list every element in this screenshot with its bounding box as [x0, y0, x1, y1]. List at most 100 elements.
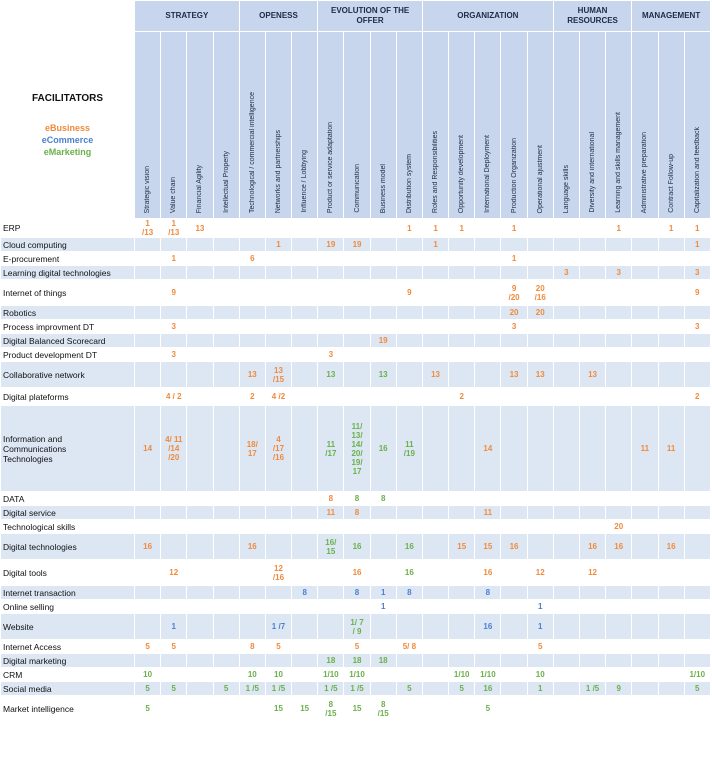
- table-cell: 18: [343, 653, 371, 668]
- table-cell: [605, 279, 633, 306]
- table-cell: 20: [526, 305, 554, 320]
- table-cell: [238, 519, 266, 534]
- table-cell: [578, 218, 607, 238]
- column-header-label: Influence / Lobbying: [301, 150, 309, 213]
- table-cell: 15: [448, 533, 476, 560]
- table-cell: [133, 387, 162, 406]
- table-cell: [552, 667, 580, 682]
- table-cell: 5: [474, 695, 502, 722]
- row-label: CRM: [0, 667, 135, 682]
- column-header: Capitalization and feedback: [683, 31, 711, 219]
- table-cell: [291, 218, 319, 238]
- table-cell: 1 /7: [264, 613, 293, 640]
- table-cell: [291, 519, 319, 534]
- table-cell: 2: [683, 387, 711, 406]
- table-cell: 1/10: [683, 667, 711, 682]
- table-cell: [683, 505, 711, 520]
- table-cell: [421, 653, 450, 668]
- table-cell: 12: [160, 559, 188, 586]
- table-cell: [133, 653, 162, 668]
- table-cell: 1 /13: [160, 218, 188, 238]
- table-cell: [317, 251, 345, 266]
- row-label: Digital plateforms: [0, 387, 135, 406]
- table-cell: [474, 599, 502, 614]
- table-cell: [474, 305, 502, 320]
- table-cell: 1/10: [448, 667, 476, 682]
- table-cell: [500, 519, 528, 534]
- table-cell: [212, 265, 240, 280]
- table-cell: [657, 237, 685, 252]
- table-cell: [212, 667, 240, 682]
- table-cell: 16: [238, 533, 266, 560]
- column-header-label: Intellectual Property: [222, 151, 230, 213]
- table-cell: [264, 347, 293, 362]
- table-cell: [657, 319, 685, 334]
- table-cell: [343, 305, 371, 320]
- table-row: Online selling 1 1: [0, 599, 711, 614]
- table-cell: [212, 387, 240, 406]
- table-cell: [369, 305, 397, 320]
- table-cell: [657, 505, 685, 520]
- table-cell: [395, 505, 423, 520]
- table-cell: 13: [369, 361, 397, 388]
- row-label: Website: [0, 613, 135, 640]
- table-cell: 1: [160, 613, 188, 640]
- table-cell: [291, 387, 319, 406]
- column-header: Learning and skills management: [605, 31, 633, 219]
- table-cell: [605, 559, 633, 586]
- table-cell: 19: [343, 237, 371, 252]
- column-header: Production Organization: [500, 31, 528, 219]
- table-cell: [264, 585, 293, 600]
- table-cell: [133, 333, 162, 348]
- table-cell: 14: [474, 405, 502, 492]
- table-cell: [421, 599, 450, 614]
- table-cell: [500, 333, 528, 348]
- table-cell: [133, 279, 162, 306]
- table-cell: [552, 613, 580, 640]
- table-cell: [683, 251, 711, 266]
- table-cell: 1 /5: [343, 681, 371, 696]
- table-cell: 8: [369, 491, 397, 506]
- table-row: Digital Balanced Scorecard 19: [0, 333, 711, 348]
- column-header: Influence / Lobbying: [291, 31, 319, 219]
- table-cell: [133, 265, 162, 280]
- table-cell: [448, 599, 476, 614]
- table-cell: 8 /15: [317, 695, 345, 722]
- table-cell: [160, 491, 188, 506]
- table-cell: [264, 333, 293, 348]
- table-cell: [474, 333, 502, 348]
- table-cell: [369, 237, 397, 252]
- table-cell: 1: [526, 681, 554, 696]
- table-cell: 12: [526, 559, 554, 586]
- table-cell: [395, 237, 423, 252]
- table-cell: [605, 653, 633, 668]
- table-cell: [264, 599, 293, 614]
- table-cell: [631, 333, 659, 348]
- column-header: Administrative preparation: [631, 31, 659, 219]
- table-cell: [395, 667, 423, 682]
- table-cell: [605, 491, 633, 506]
- table-cell: [657, 695, 685, 722]
- table-cell: 13: [526, 361, 554, 388]
- table-row: E-procurement 1 6 1: [0, 251, 711, 266]
- table-cell: 1: [160, 251, 188, 266]
- table-cell: [343, 251, 371, 266]
- table-cell: [369, 218, 397, 238]
- table-cell: 5: [526, 639, 554, 654]
- table-cell: [526, 387, 554, 406]
- table-cell: [160, 519, 188, 534]
- table-cell: [605, 319, 633, 334]
- table-cell: [264, 653, 293, 668]
- table-cell: [448, 251, 476, 266]
- table-cell: [500, 599, 528, 614]
- table-cell: 18/ 17: [238, 405, 266, 492]
- table-cell: [578, 613, 607, 640]
- table-cell: [657, 491, 685, 506]
- table-cell: [421, 519, 450, 534]
- table-cell: [421, 265, 450, 280]
- table-cell: [212, 599, 240, 614]
- column-header-label: International Deployment: [484, 135, 492, 213]
- table-cell: [631, 599, 659, 614]
- table-cell: [264, 319, 293, 334]
- table-cell: [474, 519, 502, 534]
